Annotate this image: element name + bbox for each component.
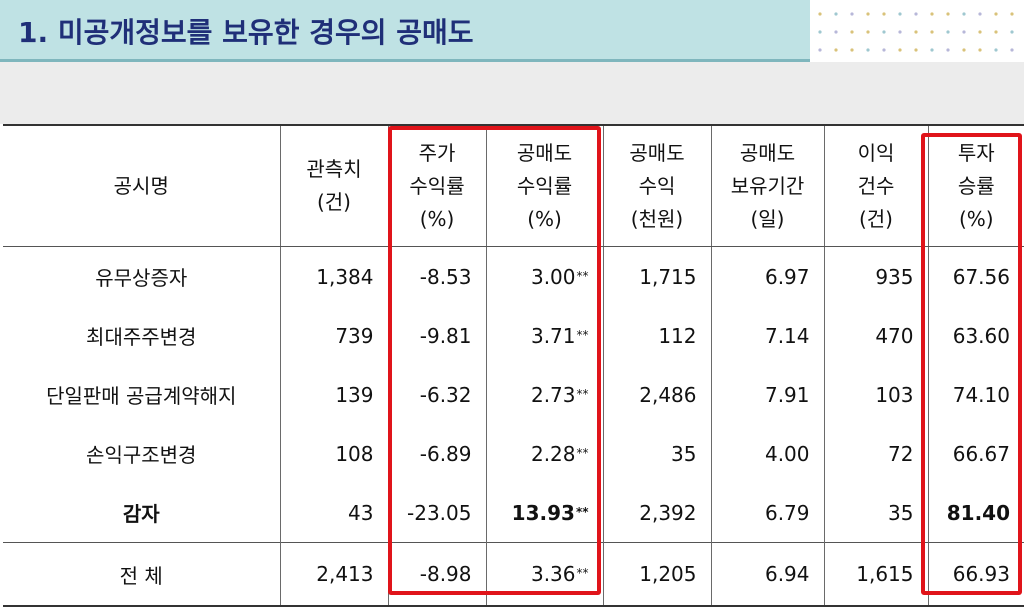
table-row: 최대주주변경 739 -9.81 3.71** 112 7.14 470 63.… <box>3 306 1024 365</box>
profit-count: 1,615 <box>823 542 928 607</box>
header-observations: 관측치 (건) <box>279 124 388 247</box>
gray-band <box>0 62 1024 124</box>
short-return: 3.00** <box>485 246 603 306</box>
header-holding-period: 공매도 보유기간 (일) <box>710 124 824 247</box>
stock-return: -6.89 <box>387 424 486 483</box>
disclosure-name: 손익구조변경 <box>86 443 197 467</box>
profit-count: 35 <box>823 483 928 543</box>
observation-count: 739 <box>279 306 388 365</box>
header-row: 공시명 관측치 (건) 주가 수익률 (%) 공매도 수익률 (%) 공매도 수익 (천원) … <box>3 124 1024 247</box>
disclosure-name: 유무상증자 <box>95 266 188 290</box>
win-rate: 66.67 <box>927 424 1024 483</box>
short-return: 3.36** <box>485 542 603 607</box>
win-rate: 81.40 <box>927 483 1024 543</box>
header-stock-return: 주가 수익률 (%) <box>387 124 486 247</box>
win-rate: 66.93 <box>927 542 1024 607</box>
short-profit: 2,392 <box>602 483 711 543</box>
short-profit: 35 <box>602 424 711 483</box>
header-profit-count: 이익 건수 (건) <box>823 124 928 247</box>
title-bar: 1. 미공개정보를 보유한 경우의 공매도 <box>0 0 810 62</box>
decorative-dots <box>818 12 1014 52</box>
header-win-rate: 투자 승률 (%) <box>927 124 1024 247</box>
holding-period: 6.94 <box>710 542 824 607</box>
table-row: 단일판매 공급계약해지 139 -6.32 2.73** 2,486 7.91 … <box>3 365 1024 424</box>
table-row: 유무상증자 1,384 -8.53 3.00** 1,715 6.97 935 … <box>3 246 1024 306</box>
short-profit: 1,205 <box>602 542 711 607</box>
disclosure-name: 최대주주변경 <box>86 325 197 349</box>
holding-period: 6.79 <box>710 483 824 543</box>
significance-mark: ** <box>576 386 589 401</box>
disclosure-name: 감자 <box>122 502 160 526</box>
observation-count: 108 <box>279 424 388 483</box>
observation-count: 1,384 <box>279 246 388 306</box>
profit-count: 470 <box>823 306 928 365</box>
profit-count: 103 <box>823 365 928 424</box>
short-selling-table: 공시명 관측치 (건) 주가 수익률 (%) 공매도 수익률 (%) 공매도 수익 (천원) … <box>3 124 1024 607</box>
short-return: 2.28** <box>485 424 603 483</box>
profit-count: 935 <box>823 246 928 306</box>
holding-period: 4.00 <box>710 424 824 483</box>
header-short-profit: 공매도 수익 (천원) <box>602 124 711 247</box>
short-return: 2.73** <box>485 365 603 424</box>
header-short-return: 공매도 수익률 (%) <box>485 124 603 247</box>
stock-return: -6.32 <box>387 365 486 424</box>
significance-mark: ** <box>576 566 589 580</box>
short-profit: 1,715 <box>602 246 711 306</box>
win-rate: 74.10 <box>927 365 1024 424</box>
stock-return: -8.98 <box>387 542 486 607</box>
significance-mark: ** <box>576 445 589 460</box>
table-row: 감자 43 -23.05 13.93** 2,392 6.79 35 81.40 <box>3 483 1024 543</box>
stock-return: -23.05 <box>387 483 486 543</box>
holding-period: 7.14 <box>710 306 824 365</box>
short-return: 13.93** <box>485 483 603 543</box>
page-title: 1. 미공개정보를 보유한 경우의 공매도 <box>18 16 474 49</box>
holding-period: 7.91 <box>710 365 824 424</box>
header-disclosure: 공시명 <box>3 124 280 247</box>
short-return: 3.71** <box>485 306 603 365</box>
profit-count: 72 <box>823 424 928 483</box>
table-row: 손익구조변경 108 -6.89 2.28** 35 4.00 72 66.67 <box>3 424 1024 483</box>
holding-period: 6.97 <box>710 246 824 306</box>
significance-mark: ** <box>576 268 589 283</box>
stock-return: -9.81 <box>387 306 486 365</box>
disclosure-name: 단일판매 공급계약해지 <box>46 384 237 408</box>
win-rate: 67.56 <box>927 246 1024 306</box>
observation-count: 43 <box>279 483 388 543</box>
stock-return: -8.53 <box>387 246 486 306</box>
short-profit: 112 <box>602 306 711 365</box>
total-row: 전 체 2,413 -8.98 3.36** 1,205 6.94 1,615 … <box>3 542 1024 607</box>
observation-count: 2,413 <box>279 542 388 607</box>
win-rate: 63.60 <box>927 306 1024 365</box>
observation-count: 139 <box>279 365 388 424</box>
total-label: 전 체 <box>3 542 280 607</box>
significance-mark: ** <box>575 504 589 519</box>
short-profit: 2,486 <box>602 365 711 424</box>
significance-mark: ** <box>576 327 589 342</box>
